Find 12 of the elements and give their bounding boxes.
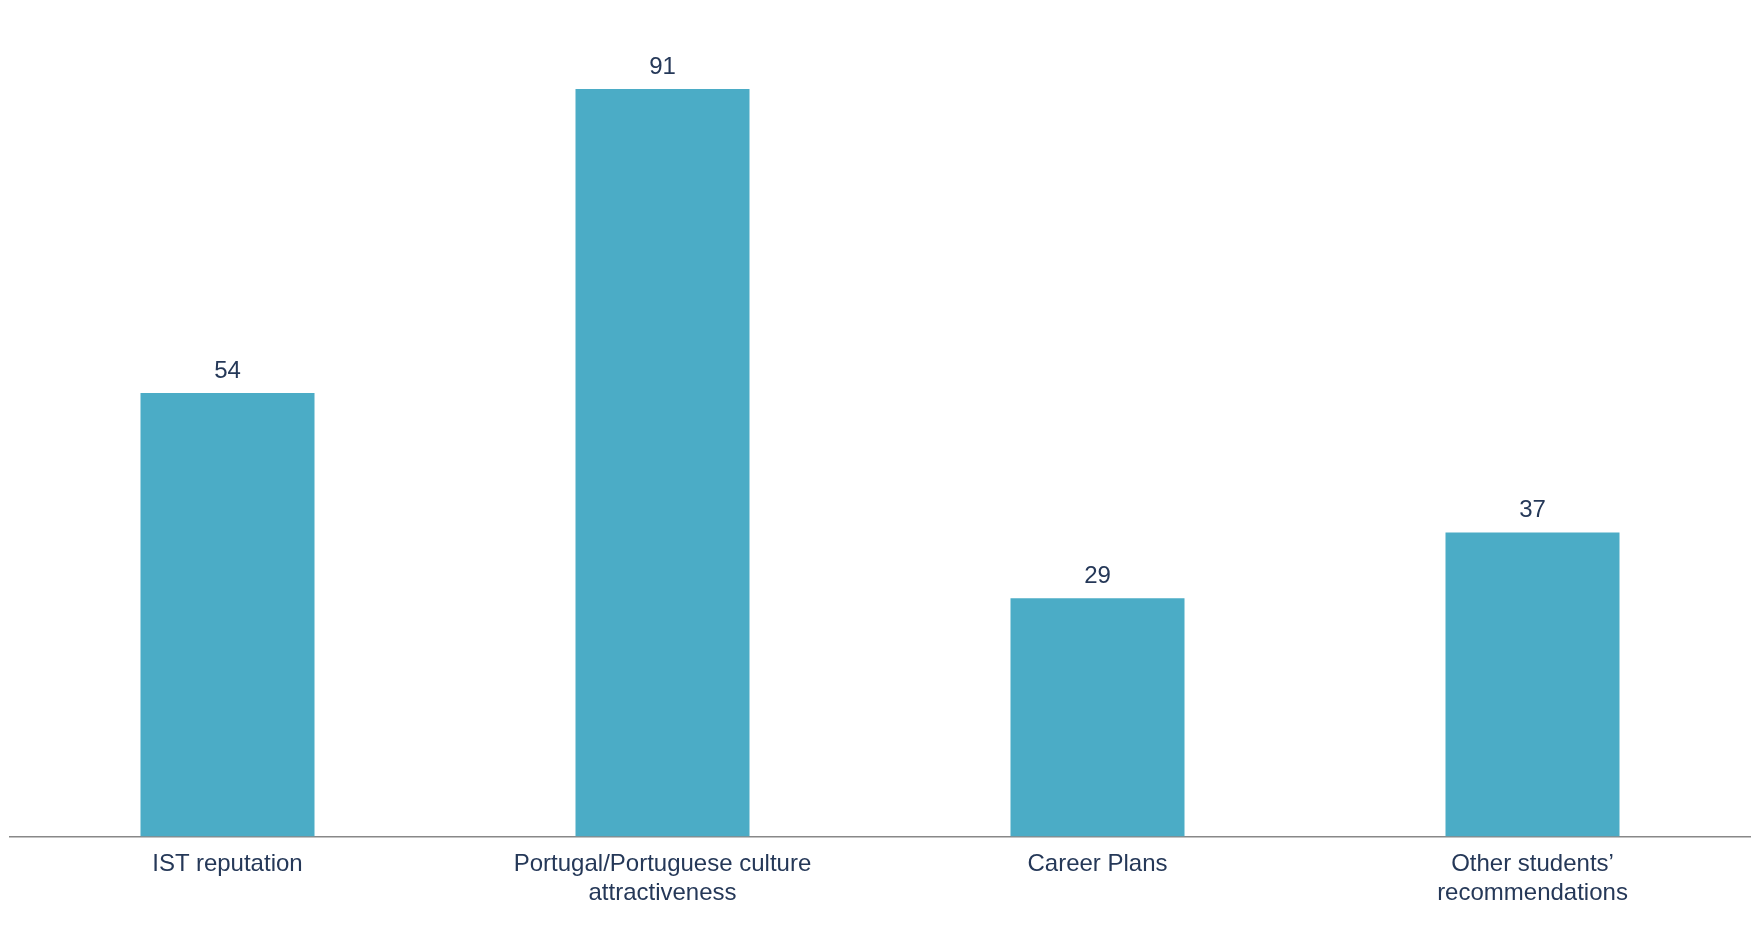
x-tick-label: Career Plans (1027, 849, 1168, 877)
bar (575, 89, 750, 837)
bar (1445, 532, 1620, 837)
x-tick-label: IST reputation (152, 849, 303, 877)
x-tick-label: Other students’ recommendations (1437, 849, 1628, 906)
data-label: 54 (214, 355, 241, 383)
x-tick-label: Portugal/Portuguese culture attractiveness (513, 849, 812, 906)
data-label: 37 (1519, 495, 1546, 523)
bar (1010, 598, 1185, 837)
data-label: 29 (1084, 560, 1111, 588)
data-label: 91 (649, 51, 676, 79)
bar (140, 392, 315, 837)
